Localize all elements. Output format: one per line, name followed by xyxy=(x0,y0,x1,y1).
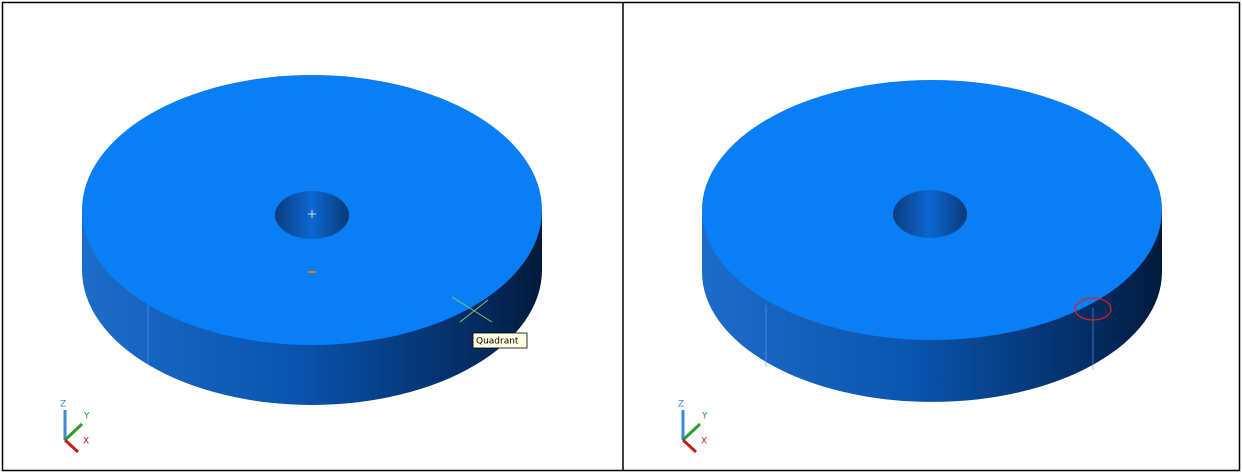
cursor-line xyxy=(459,299,489,323)
ucs-z: Z xyxy=(678,400,684,410)
hole xyxy=(893,190,967,238)
tooltip xyxy=(472,332,528,349)
ucs-y: Y xyxy=(701,412,708,422)
selection-circle xyxy=(1074,297,1112,321)
ucs-y: Y xyxy=(83,412,90,422)
tooltip-text: Quadrant xyxy=(476,337,519,347)
left-viewport: Quadrant Z Y X xyxy=(60,75,542,454)
ucs-icon: Z Y X xyxy=(678,400,708,454)
ucs-x: X xyxy=(701,437,707,447)
cursor-line xyxy=(451,296,493,323)
ucs-icon: Z Y X xyxy=(60,400,90,454)
right-viewport: Z Y X xyxy=(678,80,1162,454)
ucs-z: Z xyxy=(60,400,66,410)
ucs-x: X xyxy=(83,437,89,447)
